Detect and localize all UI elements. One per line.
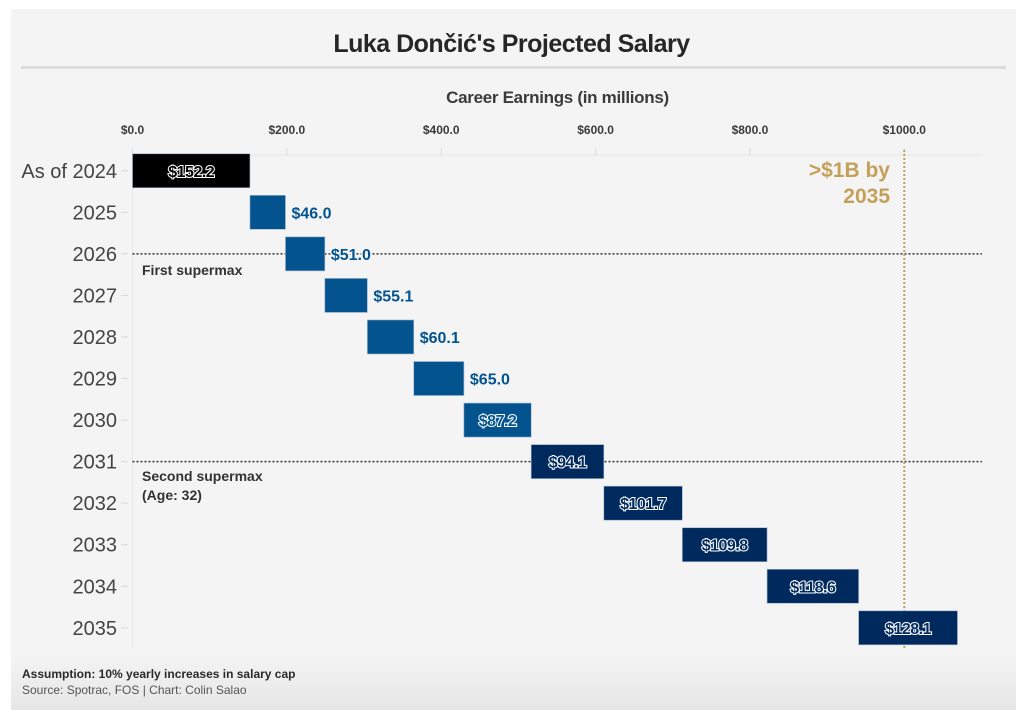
bar: [530, 444, 605, 479]
bar-value-label: $60.1: [420, 330, 460, 347]
bar: [603, 485, 683, 521]
bar-value-label: $55.1: [373, 288, 413, 305]
bar: [285, 236, 326, 272]
second-supermax-line2: (Age: 32): [142, 487, 202, 503]
bar-value-label: $94.1: [549, 455, 587, 472]
y-tick-label: 2026: [73, 244, 118, 266]
y-tick-label: As of 2024: [21, 161, 117, 183]
y-tick-label: 2029: [73, 369, 118, 391]
y-tick-label: 2027: [73, 285, 118, 307]
second-supermax-annotation: Second supermax (Age: 32): [142, 467, 263, 505]
y-tick-label: 2033: [73, 535, 118, 557]
bar: [858, 610, 958, 646]
bar-value-label: $87.2: [479, 413, 517, 430]
y-tick-label: 2031: [73, 452, 118, 474]
bar: [682, 527, 768, 563]
x-tick-label: $400.0: [423, 123, 460, 137]
title-divider: [21, 66, 1006, 69]
bar: [413, 361, 465, 396]
bar: [249, 195, 286, 230]
bar: [367, 319, 415, 355]
first-supermax-annotation: First supermax: [142, 262, 243, 278]
source-note: Source: Spotrac, FOS | Chart: Colin Sala…: [22, 683, 247, 697]
bar-value-label: $51.0: [331, 247, 371, 264]
threshold-annotation-line2: 2035: [843, 185, 890, 208]
chart-title: Luka Dončić's Projected Salary: [333, 30, 690, 58]
x-tick-label: $0.0: [121, 123, 145, 137]
y-tick-label: 2032: [73, 493, 118, 515]
x-axis-title: Career Earnings (in millions): [446, 88, 669, 107]
bar-value-label: $65.0: [470, 372, 510, 389]
second-supermax-line1: Second supermax: [142, 468, 263, 484]
bar-value-label: $152.2: [168, 164, 215, 181]
y-tick-label: 2030: [73, 410, 118, 432]
y-tick-label: 2025: [73, 202, 118, 224]
gridlines: [132, 148, 982, 648]
x-tick-label: $800.0: [732, 123, 769, 137]
bar-labels: $152.2 $46.0 $51.0 $55.1 $60.1 $65.0 $87.2 $94.…: [167, 163, 933, 639]
y-tick-label: 2035: [73, 618, 118, 640]
bar-value-label: $128.1: [885, 621, 932, 638]
x-tick-label: $200.0: [269, 123, 306, 137]
bar: [132, 153, 251, 189]
bar-value-label: $118.6: [790, 579, 836, 596]
bar-value-label: $101.7: [620, 496, 667, 513]
bar-value-label: $109.8: [702, 538, 749, 555]
bar-value-label: $46.0: [291, 205, 331, 222]
bars: [132, 153, 958, 646]
bar: [766, 568, 859, 604]
y-tick-label: 2034: [73, 576, 118, 598]
threshold-annotation: >$1B by 2035: [770, 158, 890, 210]
y-tick-labels: As of 2024 2025 2026 2027 2028 2029 2030 2031 20…: [21, 161, 128, 640]
assumption-note: Assumption: 10% yearly increases in sala…: [22, 667, 296, 681]
x-tick-label: $600.0: [577, 123, 614, 137]
threshold-annotation-line1: >$1B by: [808, 159, 890, 182]
x-tick-label: $1000.0: [883, 123, 927, 137]
x-tick-labels: $0.0 $200.0 $400.0 $600.0 $800.0 $1000.0: [121, 123, 926, 137]
bar: [463, 402, 532, 438]
y-tick-label: 2028: [73, 327, 118, 349]
bar: [324, 278, 368, 313]
